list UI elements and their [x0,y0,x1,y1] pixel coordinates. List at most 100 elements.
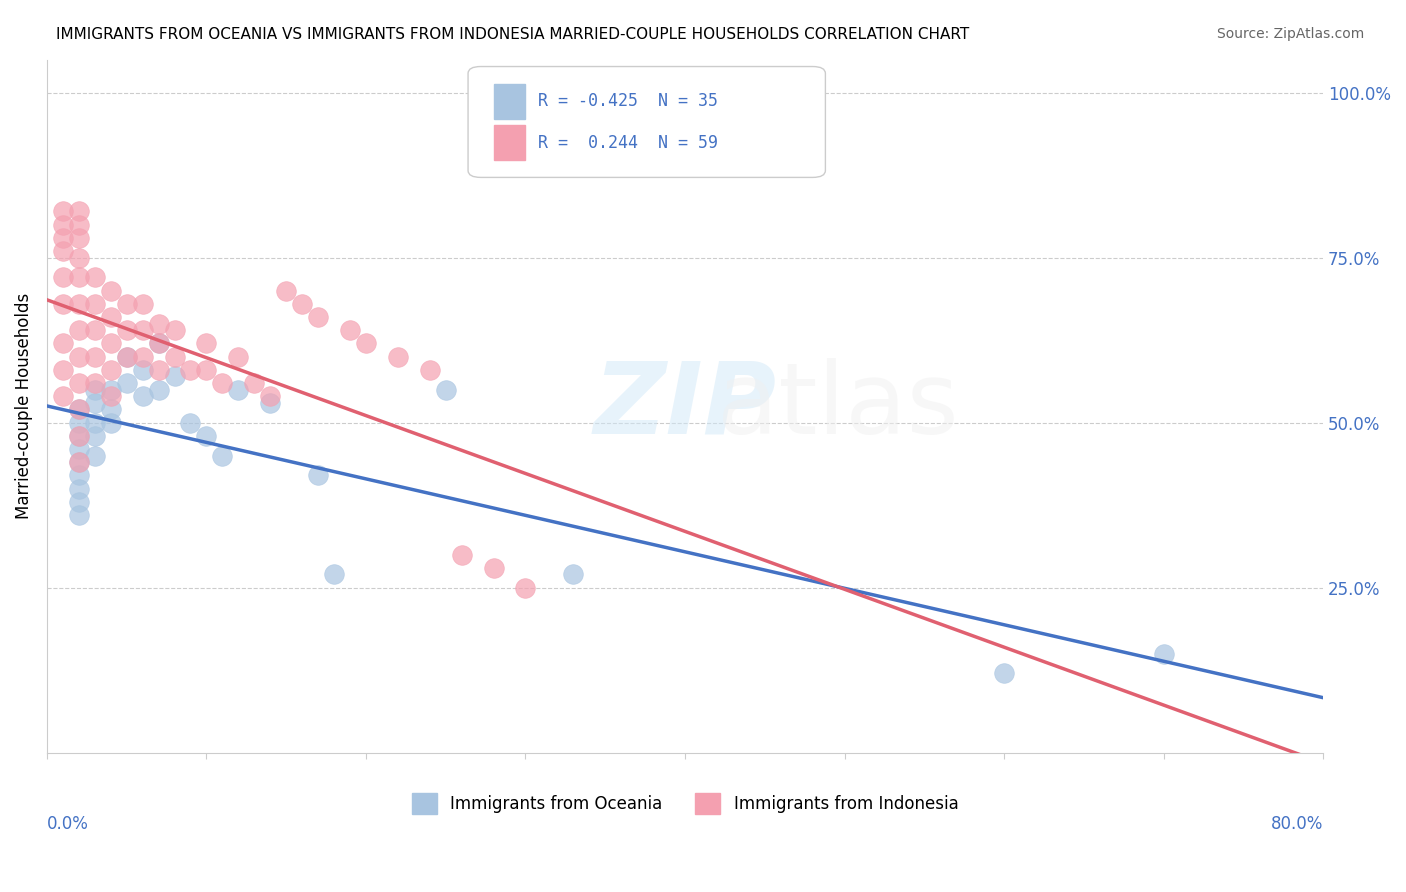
Point [67,218,90,232]
Point [115,376,138,390]
Point [307,310,329,324]
Point [211,376,233,390]
Point [83,323,105,337]
Point [83,416,105,430]
Bar [494,84,526,119]
Point [179,363,201,377]
Text: 80.0%: 80.0% [1271,815,1323,833]
Bar [494,126,526,160]
Point [83,350,105,364]
Point [67,482,90,496]
Point [1153,647,1175,661]
Point [100,389,122,403]
Point [67,429,90,443]
Point [67,204,90,219]
Point [52,244,75,258]
Legend: Immigrants from Oceania, Immigrants from Indonesia: Immigrants from Oceania, Immigrants from… [405,787,965,821]
Point [67,231,90,245]
Text: 0.0%: 0.0% [46,815,89,833]
Point [195,429,218,443]
Point [67,297,90,311]
Point [450,548,472,562]
Point [67,376,90,390]
Point [83,270,105,285]
Point [67,402,90,417]
Point [67,508,90,522]
Text: R =  0.244  N = 59: R = 0.244 N = 59 [538,134,718,152]
Point [259,396,281,410]
Point [131,389,153,403]
Point [148,317,170,331]
Point [100,336,122,351]
Point [148,363,170,377]
Point [228,350,250,364]
Point [339,323,361,337]
Point [67,495,90,509]
Point [100,383,122,397]
Point [115,297,138,311]
Point [100,416,122,430]
Point [83,376,105,390]
Y-axis label: Married-couple Households: Married-couple Households [15,293,32,519]
Point [67,455,90,469]
Point [52,363,75,377]
Point [434,383,457,397]
Point [67,468,90,483]
Point [148,336,170,351]
Point [243,376,266,390]
Point [211,449,233,463]
Point [195,336,218,351]
Point [83,297,105,311]
Point [83,396,105,410]
Point [83,383,105,397]
Point [419,363,441,377]
Text: ZIP: ZIP [593,358,776,455]
Point [515,581,537,595]
Point [354,336,377,351]
Point [131,323,153,337]
Point [163,323,186,337]
Point [67,402,90,417]
Point [67,270,90,285]
Point [228,383,250,397]
Point [482,561,505,575]
Point [52,218,75,232]
Point [67,442,90,456]
Point [52,270,75,285]
Point [100,402,122,417]
Point [100,310,122,324]
Point [52,297,75,311]
Point [387,350,409,364]
Point [148,336,170,351]
Point [83,449,105,463]
Point [195,363,218,377]
Point [276,284,298,298]
Point [291,297,314,311]
Point [67,455,90,469]
Point [131,363,153,377]
Point [115,350,138,364]
Point [163,350,186,364]
Point [83,429,105,443]
Text: atlas: atlas [717,358,959,455]
Point [148,383,170,397]
Point [131,297,153,311]
Point [52,204,75,219]
Point [52,231,75,245]
Text: R = -0.425  N = 35: R = -0.425 N = 35 [538,92,718,111]
Point [307,468,329,483]
Point [993,666,1015,681]
Text: IMMIGRANTS FROM OCEANIA VS IMMIGRANTS FROM INDONESIA MARRIED-COUPLE HOUSEHOLDS C: IMMIGRANTS FROM OCEANIA VS IMMIGRANTS FR… [56,27,970,42]
Point [259,389,281,403]
Text: Source: ZipAtlas.com: Source: ZipAtlas.com [1216,27,1364,41]
Point [67,429,90,443]
Point [67,251,90,265]
Point [562,567,585,582]
Point [52,336,75,351]
Point [67,323,90,337]
Point [100,363,122,377]
Point [115,350,138,364]
Point [179,416,201,430]
Point [115,323,138,337]
Point [323,567,346,582]
